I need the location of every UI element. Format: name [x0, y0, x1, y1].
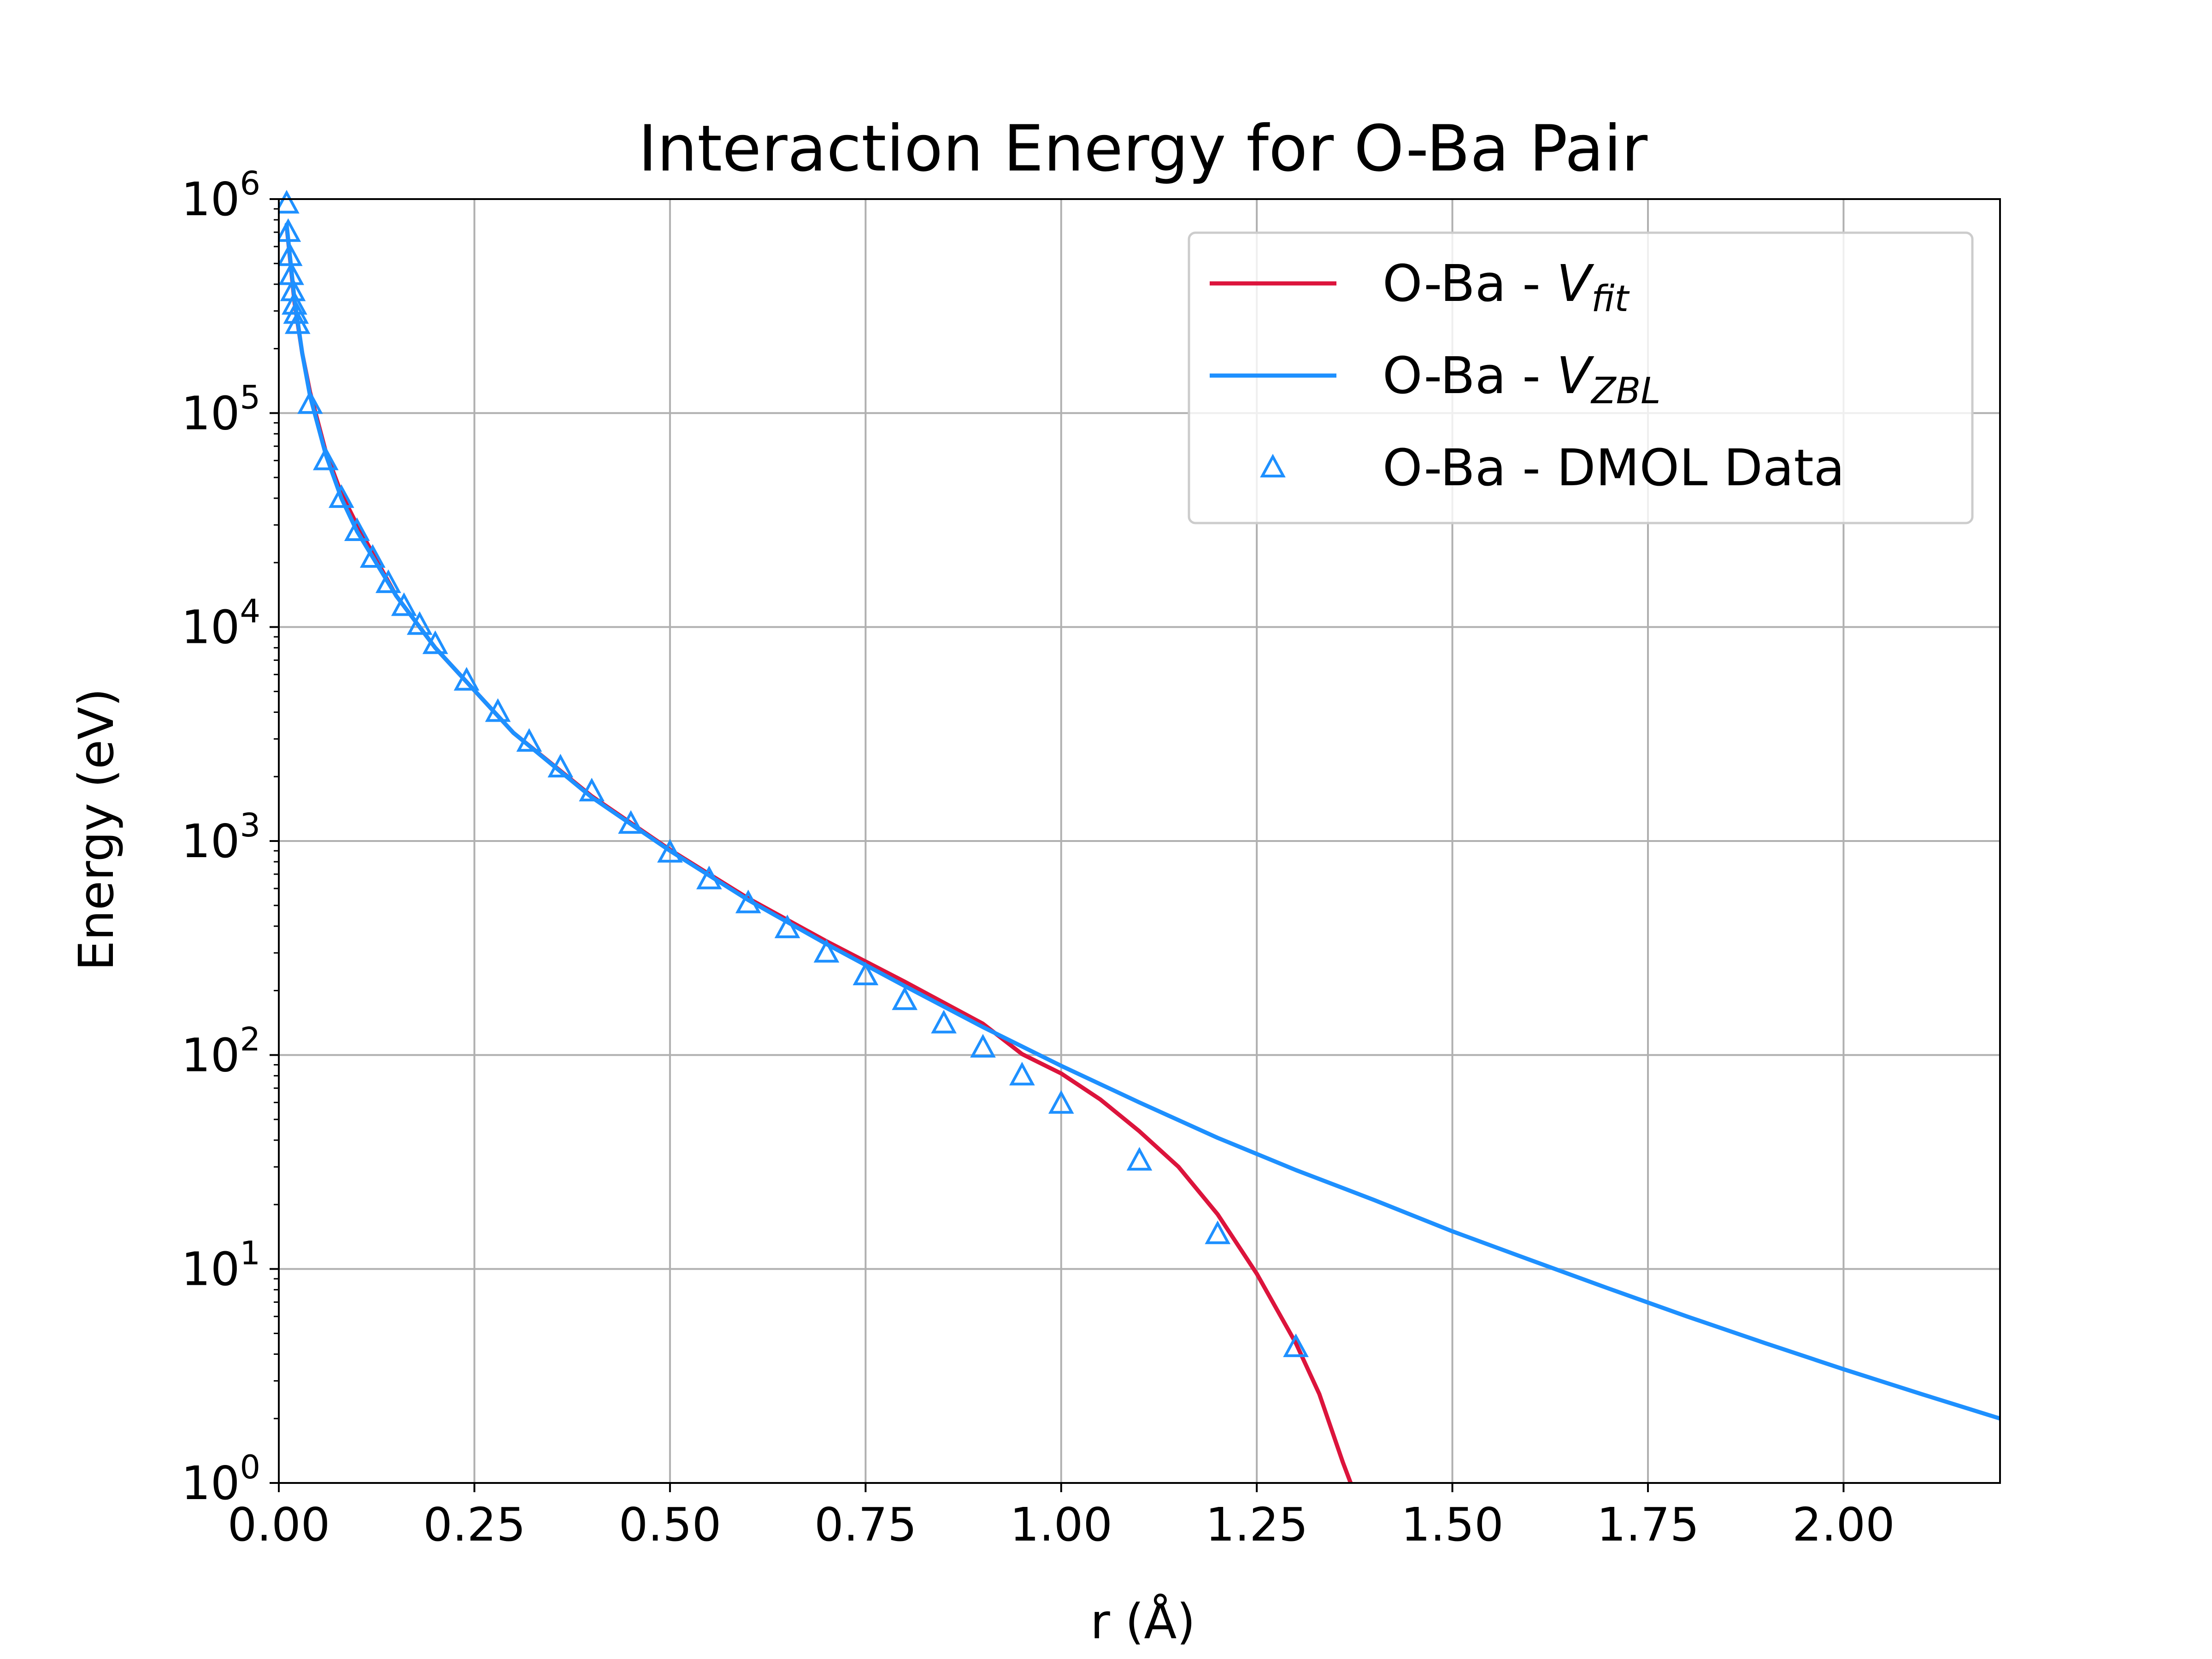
dmol-data-point [735, 889, 761, 913]
y-tick-label: 104 [181, 593, 260, 654]
dmol-data-point [422, 630, 448, 654]
x-tick-label: 0.00 [228, 1498, 330, 1552]
x-tick-label: 2.00 [1792, 1498, 1895, 1552]
y-tick-label: 103 [181, 806, 260, 868]
legend-marker-swatch [1260, 453, 1286, 477]
dmol-data-point [853, 961, 879, 986]
dmol-data-point [1126, 1147, 1153, 1171]
y-tick-label: 100 [181, 1448, 260, 1510]
plot-series [279, 190, 2000, 1483]
dmol-data-point [579, 777, 605, 801]
dmol-data-point [375, 569, 401, 593]
dmol-data-point [406, 611, 433, 635]
dmol-data-point [282, 291, 307, 315]
dmol-data-point [931, 1010, 957, 1034]
dmol-data-point [313, 447, 339, 471]
dmol-data-point [297, 390, 323, 414]
y-tick-label: 102 [181, 1020, 260, 1082]
dmol-data-point [516, 728, 542, 752]
x-tick-label: 0.50 [619, 1498, 722, 1552]
dmol-data-point [1048, 1090, 1074, 1114]
dmol-data-point [892, 986, 918, 1010]
dmol-data-point [391, 592, 417, 616]
legend-label: O-Ba - VZBL [1382, 346, 1661, 412]
dmol-data-point [328, 484, 354, 508]
x-tick-label: 1.25 [1206, 1498, 1308, 1552]
dmol-data-point [280, 277, 306, 301]
y-tick-label: 106 [181, 165, 260, 226]
dmol-data-point [696, 865, 722, 889]
legend-label: O-Ba - Vfit [1382, 254, 1630, 320]
y-tick-label: 101 [181, 1235, 260, 1296]
dmol-data-point [774, 914, 800, 938]
series-line-vzbl [284, 222, 2000, 1421]
dmol-data-point [813, 939, 840, 963]
dmol-data-point [279, 218, 301, 242]
legend-label: O-Ba - DMOL Data [1382, 438, 1845, 497]
x-axis-label: r (Å) [1090, 1594, 1195, 1650]
dmol-data-point [657, 839, 683, 863]
x-tick-label: 0.75 [814, 1498, 917, 1552]
legend: O-Ba - Vfit O-Ba - VZBL O-Ba - DMOL Data [1188, 231, 1974, 524]
dmol-data-point [1283, 1333, 1309, 1357]
dmol-data-point [485, 698, 511, 722]
chart-title: Interaction Energy for O-Ba Pair [638, 112, 1648, 186]
axis-ticks: 0.00 0.25 0.50 0.75 1.00 1.25 1.50 1.75 2.00 100 1… [181, 165, 1895, 1552]
dmol-data-point [359, 544, 386, 568]
dmol-data-point [1205, 1220, 1231, 1244]
dmol-data-point [618, 810, 644, 834]
y-axis-label: Energy (eV) [68, 688, 124, 971]
dmol-data-point [284, 310, 311, 334]
dmol-data-point [279, 190, 300, 214]
y-tick-label: 105 [181, 378, 260, 440]
x-tick-label: 1.50 [1401, 1498, 1504, 1552]
dmol-data-point [453, 667, 480, 691]
x-tick-label: 1.75 [1597, 1498, 1700, 1552]
dmol-data-point [1009, 1062, 1035, 1086]
x-tick-label: 0.25 [423, 1498, 526, 1552]
dmol-data-point [970, 1034, 996, 1058]
x-tick-label: 1.00 [1010, 1498, 1112, 1552]
legend-box [1188, 231, 1974, 524]
dmol-data-point [283, 300, 309, 324]
dmol-data-point [547, 753, 574, 778]
dmol-data-point [344, 517, 370, 541]
